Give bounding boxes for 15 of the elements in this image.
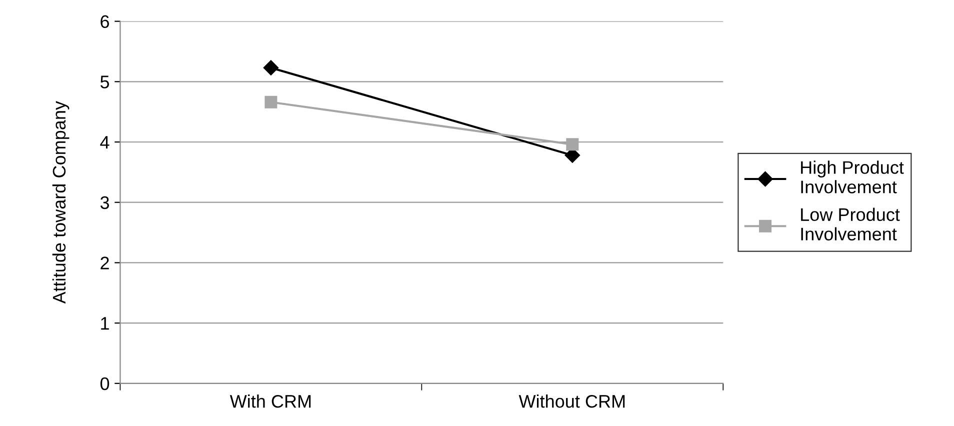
y-tick-label: 4 xyxy=(100,136,110,149)
legend-label: Low Product Involvement xyxy=(801,208,900,240)
y-tick-label: 0 xyxy=(100,377,110,390)
y-tick-label: 5 xyxy=(100,76,110,88)
point xyxy=(263,60,279,76)
y-tick-label: 1 xyxy=(101,317,109,330)
x-tick-label: Without CRM xyxy=(518,394,625,408)
legend-label: High Product Involvement xyxy=(801,160,904,194)
y-tick-label: 6 xyxy=(100,15,109,28)
y-tick-label: 2 xyxy=(100,256,109,270)
point xyxy=(264,96,278,108)
y-tick-label: 3 xyxy=(100,196,109,210)
y-axis-title: Attitude toward Company xyxy=(52,101,70,304)
point xyxy=(566,138,579,151)
x-tick-label: With CRM xyxy=(230,394,311,408)
